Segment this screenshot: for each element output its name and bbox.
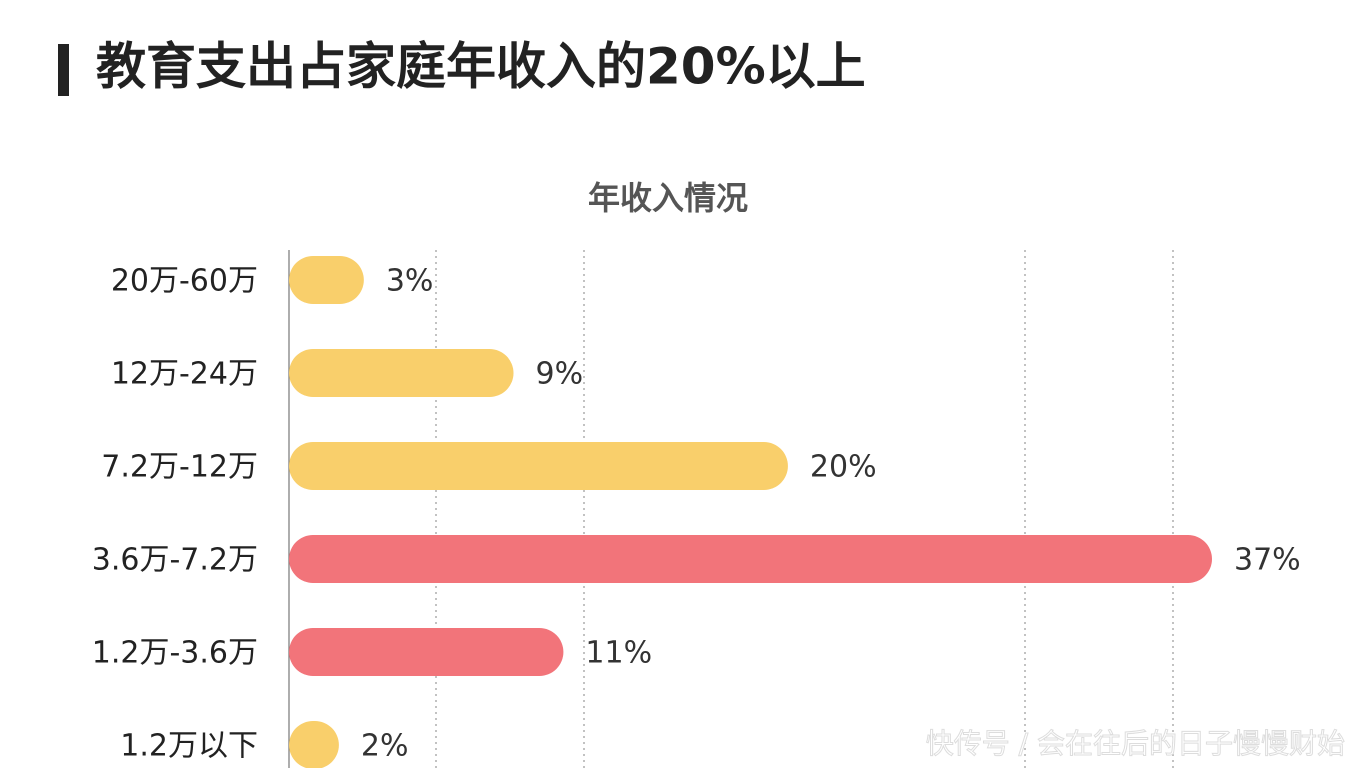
- y-tick-label: 1.2万以下: [120, 729, 258, 764]
- y-tick-label: 12万-24万: [111, 357, 258, 392]
- value-label: 37%: [1234, 543, 1301, 578]
- y-tick-label: 3.6万-7.2万: [92, 543, 258, 578]
- bar: [289, 256, 364, 304]
- value-label: 11%: [585, 636, 652, 671]
- decor-grid: [435, 250, 1174, 768]
- y-tick-label: 1.2万-3.6万: [92, 636, 258, 671]
- y-tick-label: 7.2万-12万: [101, 450, 258, 485]
- value-label: 9%: [536, 357, 584, 392]
- bar: [289, 721, 339, 768]
- bar: [289, 535, 1212, 583]
- chart-title: 教育支出占家庭年收入的20%以上: [96, 38, 866, 96]
- title-marker: [58, 44, 69, 96]
- bar: [289, 628, 564, 676]
- y-tick-label: 20万-60万: [111, 264, 258, 299]
- value-label: 20%: [810, 450, 877, 485]
- watermark: 快传号 / 会在往后的日子慢慢财始: [926, 727, 1345, 760]
- chart-subtitle: 年收入情况: [588, 179, 748, 217]
- value-label: 3%: [386, 264, 434, 299]
- bar: [289, 442, 788, 490]
- bar: [289, 349, 514, 397]
- value-label: 2%: [361, 729, 409, 764]
